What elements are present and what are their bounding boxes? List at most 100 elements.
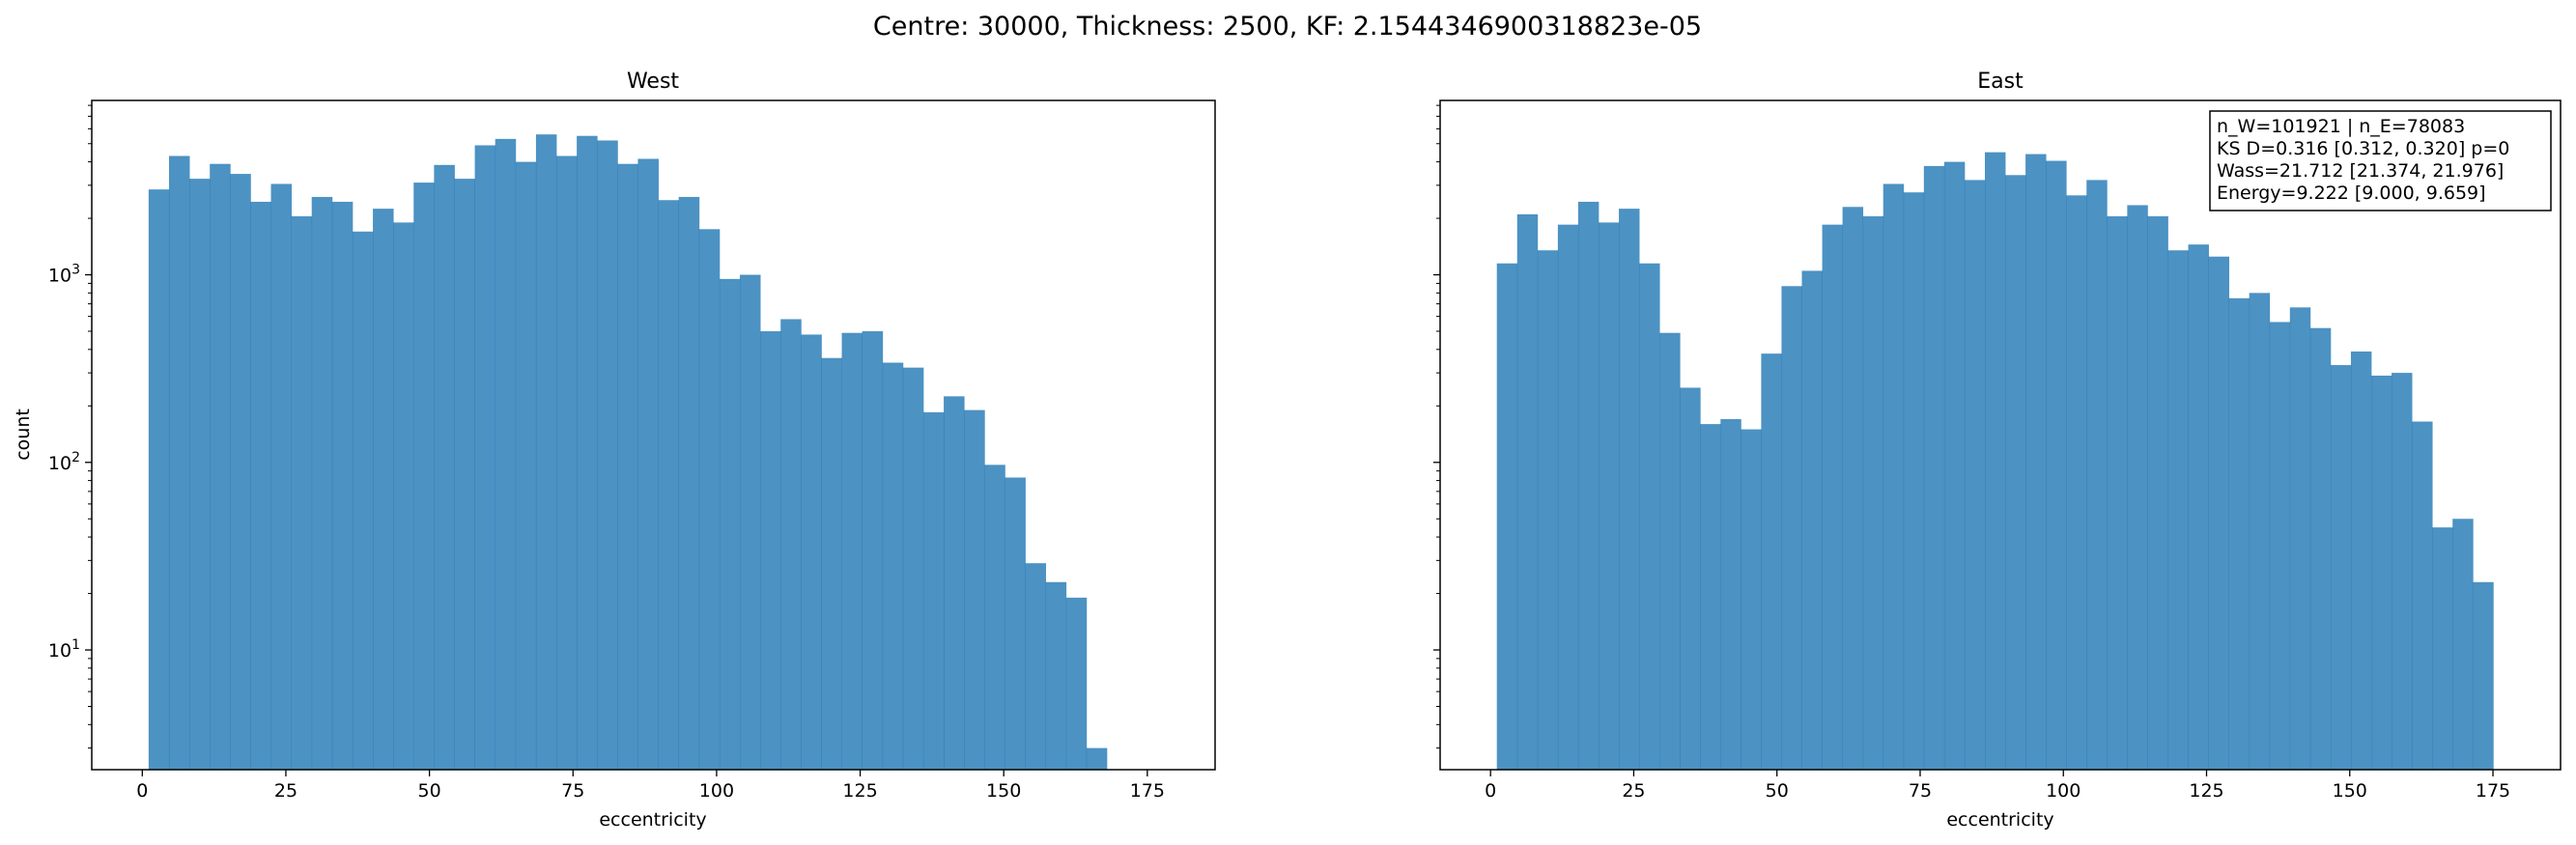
panel-west: West 0 25 50 75 100 125 150 175 101 102 103 eccen… xyxy=(13,70,1216,831)
east-bar xyxy=(1680,387,1701,770)
west-bar xyxy=(922,411,945,770)
east-axes-frame xyxy=(1439,99,2562,771)
east-bar xyxy=(2147,215,2168,771)
west-bar xyxy=(597,140,618,770)
west-bar xyxy=(658,200,680,771)
west-bar xyxy=(230,174,251,770)
west-x-tick-label: 175 xyxy=(1130,780,1165,802)
east-bar xyxy=(1577,201,1599,770)
east-bar xyxy=(1781,286,1802,770)
west-bar xyxy=(393,222,414,770)
east-bar xyxy=(2432,527,2453,770)
east-bar xyxy=(1720,419,1741,770)
east-bar xyxy=(1943,161,1966,771)
west-x-tick-label: 125 xyxy=(842,780,877,802)
west-y-axis-label: count xyxy=(13,408,34,461)
west-bar xyxy=(515,161,537,771)
west-bar xyxy=(577,135,598,771)
east-bar xyxy=(1537,250,1559,771)
east-bar xyxy=(1761,353,1782,770)
east-bar xyxy=(2473,581,2494,770)
east-bar xyxy=(2167,250,2189,771)
west-bar xyxy=(373,209,394,770)
west-x-tick-label: 0 xyxy=(136,780,148,802)
east-bar xyxy=(1659,332,1681,770)
east-bar xyxy=(2188,244,2209,770)
west-x-tick-label: 50 xyxy=(418,780,441,802)
west-bar xyxy=(434,164,455,770)
east-x-tick-label: 0 xyxy=(1485,780,1496,802)
east-bar xyxy=(2228,297,2250,770)
east-bar xyxy=(1903,192,1925,770)
figure-suptitle: Centre: 30000, Thickness: 2500, KF: 2.15… xyxy=(873,12,1702,42)
east-x-tick-label: 125 xyxy=(2189,780,2223,802)
west-x-tick-label: 150 xyxy=(986,780,1021,802)
east-bar xyxy=(2269,322,2291,770)
stats-line-energy: Energy=9.222 [9.000, 9.659] xyxy=(2217,183,2486,204)
west-x-ticks: 0 25 50 75 100 125 150 175 xyxy=(136,770,1165,802)
east-bar xyxy=(2289,307,2311,770)
stats-line-ks: KS D=0.316 [0.312, 0.320] p=0 xyxy=(2217,138,2509,159)
stats-line-counts: n_W=101921 | n_E=78083 xyxy=(2217,116,2465,137)
west-bars xyxy=(148,134,1108,771)
east-bar xyxy=(1801,270,1823,770)
east-bar xyxy=(1882,183,1905,770)
west-bar xyxy=(474,145,496,771)
east-x-tick-label: 75 xyxy=(1909,780,1932,802)
east-bar xyxy=(1516,213,1539,770)
east-bar xyxy=(1741,429,1762,770)
west-x-axis-label: eccentricity xyxy=(599,809,706,831)
east-bar xyxy=(2309,327,2332,770)
east-bar xyxy=(2350,351,2372,770)
east-bar xyxy=(2066,195,2087,770)
west-bar xyxy=(739,274,761,770)
east-bar xyxy=(2086,180,2108,770)
west-bar xyxy=(352,231,374,770)
west-y-tick-label: 103 xyxy=(48,263,80,287)
west-bar xyxy=(902,367,924,770)
west-bar xyxy=(841,332,863,770)
west-x-tick-label: 100 xyxy=(699,780,734,802)
west-bar xyxy=(1086,747,1108,770)
west-bar xyxy=(821,357,842,770)
west-bar xyxy=(556,155,578,771)
west-bar xyxy=(535,134,557,770)
west-bar xyxy=(678,196,700,770)
east-bar xyxy=(1923,165,1945,770)
west-bar xyxy=(760,331,781,770)
east-bar xyxy=(1700,424,1721,770)
west-bar xyxy=(1005,477,1026,770)
east-bar xyxy=(2249,293,2271,770)
stats-annotation-frame xyxy=(2209,110,2552,211)
west-x-tick-label: 25 xyxy=(274,780,297,802)
east-bar xyxy=(2208,256,2230,771)
east-y-ticks xyxy=(1433,104,1440,749)
panel-east: East 0 25 50 75 100 125 150 175 eccentricity n_… xyxy=(1433,70,2562,831)
east-bar xyxy=(1557,224,1579,770)
east-bar xyxy=(1639,263,1660,770)
west-bar xyxy=(801,334,822,770)
west-bar xyxy=(250,201,271,770)
east-bar xyxy=(1984,152,2006,770)
east-bar xyxy=(1842,207,1864,770)
east-bar xyxy=(2371,375,2392,770)
west-bar xyxy=(291,215,313,771)
stats-line-wasserstein: Wass=21.712 [21.374, 21.976] xyxy=(2217,160,2504,182)
west-bar xyxy=(454,179,475,771)
west-bar xyxy=(1065,597,1088,770)
west-y-ticks: 101 102 103 xyxy=(48,104,92,749)
west-bar xyxy=(882,362,904,770)
east-bar xyxy=(2330,365,2352,770)
west-bar xyxy=(1025,563,1046,770)
east-title: East xyxy=(1977,70,2024,94)
west-bar xyxy=(780,319,802,770)
east-bar xyxy=(2392,373,2413,770)
east-bar xyxy=(2127,205,2148,770)
east-x-tick-label: 150 xyxy=(2333,780,2367,802)
east-bar xyxy=(1964,180,1986,770)
west-bar xyxy=(331,201,354,770)
east-bar xyxy=(2025,154,2047,771)
east-bar xyxy=(1822,224,1844,770)
west-bar xyxy=(944,396,965,770)
